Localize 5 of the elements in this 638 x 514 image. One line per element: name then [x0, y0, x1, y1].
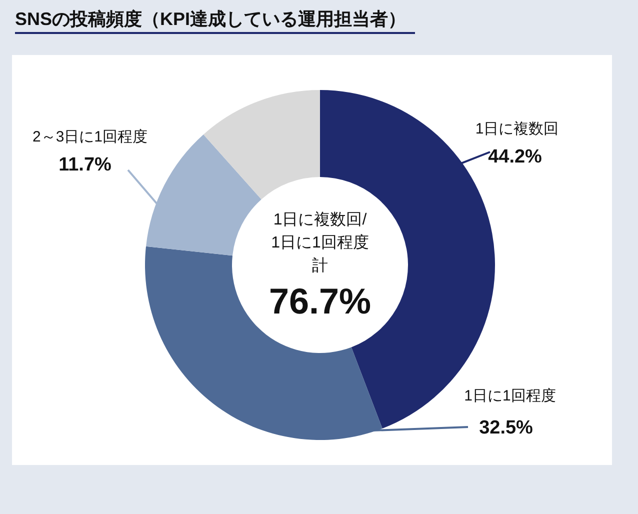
annotation: 1日に複数回/ [273, 212, 367, 228]
annotation: 76.7% [268, 280, 372, 322]
title: SNSの投稿頻度（KPI達成している運用担当者） [15, 9, 406, 29]
annotation: 1日に1回程度 [271, 234, 369, 252]
annotation: 計 [312, 258, 328, 274]
